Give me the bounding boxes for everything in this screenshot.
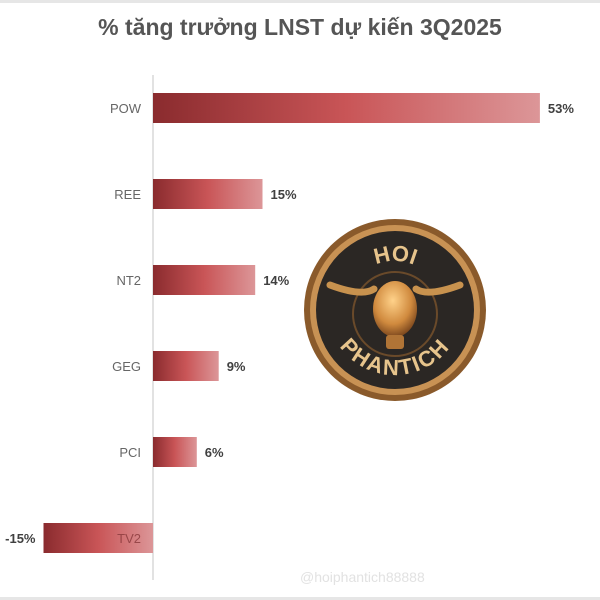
data-label: 9% bbox=[227, 359, 246, 374]
bar-tv2 bbox=[43, 523, 153, 553]
data-label: -15% bbox=[5, 531, 36, 546]
category-label: REE bbox=[114, 187, 141, 202]
watermark: @hoiphantich88888 bbox=[300, 569, 425, 585]
category-label: TV2 bbox=[117, 531, 141, 546]
top-border bbox=[0, 0, 600, 3]
data-label: 14% bbox=[263, 273, 289, 288]
bar-pci bbox=[153, 437, 197, 467]
bar-nt2 bbox=[153, 265, 256, 295]
category-label: PCI bbox=[119, 445, 141, 460]
data-label: 53% bbox=[548, 101, 574, 116]
bottom-border bbox=[0, 597, 600, 600]
data-label: 15% bbox=[271, 187, 297, 202]
bar-geg bbox=[153, 351, 219, 381]
bar-pow bbox=[153, 93, 540, 123]
category-label: POW bbox=[110, 101, 142, 116]
bar-ree bbox=[153, 179, 263, 209]
category-label: NT2 bbox=[116, 273, 141, 288]
data-label: 6% bbox=[205, 445, 224, 460]
hoi-phantich-logo: HOI PHANTICH bbox=[304, 219, 486, 401]
chart-title: % tăng trưởng LNST dự kiến 3Q2025 bbox=[98, 14, 502, 40]
category-label: GEG bbox=[112, 359, 141, 374]
